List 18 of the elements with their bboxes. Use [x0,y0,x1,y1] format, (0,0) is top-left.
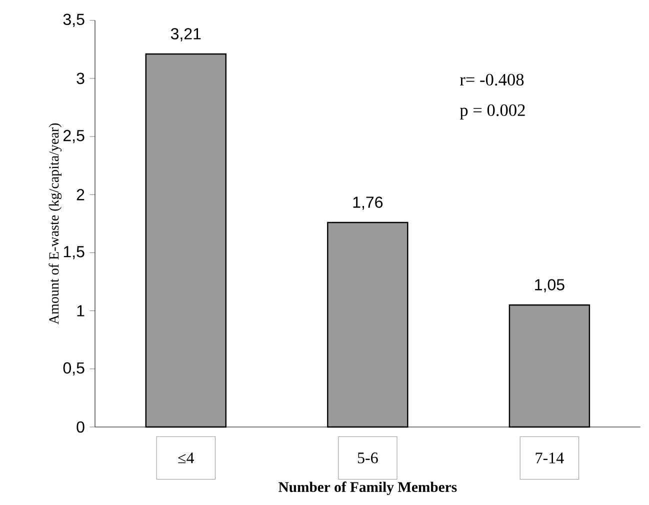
x-axis-title: Number of Family Members [278,482,457,496]
y-tick-label: 1,5 [64,246,84,260]
x-tick-label: ≤4 [178,452,194,464]
data-label: 1,76 [353,196,383,210]
y-tick-label: 2,5 [64,130,84,144]
y-tick-label: 0 [76,421,84,433]
x-tick-label: 7-14 [536,452,564,464]
data-label: 1,05 [535,279,564,292]
y-tick-label: 3 [76,72,84,84]
y-axis-title: Amount of E-waste (kg/capita/year) [48,123,62,324]
annotation: r= -0.408 [460,74,524,86]
annotation: p = 0.002 [460,104,525,120]
y-tick-label: 0,5 [63,362,84,376]
data-label: 3,21 [170,28,201,42]
x-tick-label: 5-6 [358,452,378,464]
y-tick-label: 3,5 [63,14,84,27]
y-tick-label: 1 [77,305,84,316]
y-tick-label: 2 [76,189,84,200]
